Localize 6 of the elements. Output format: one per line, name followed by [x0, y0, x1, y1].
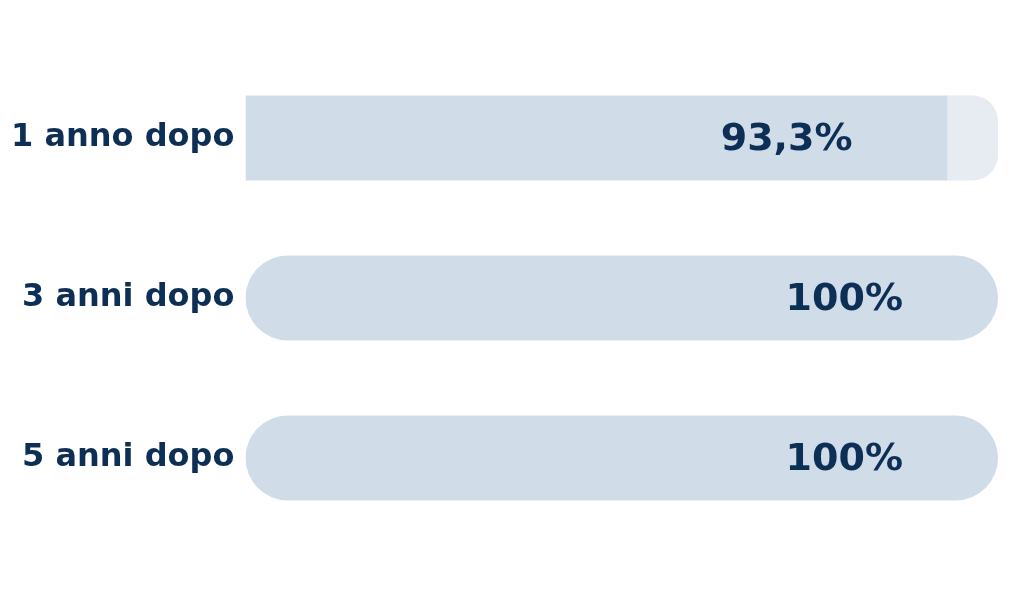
data-label: 100%	[785, 274, 903, 319]
y-tick-label: 5 anni dopo	[22, 436, 235, 475]
y-tick-label: 1 anno dopo	[11, 116, 235, 155]
y-tick-label: 3 anni dopo	[22, 276, 235, 315]
data-label: 100%	[785, 434, 903, 479]
data-label: 93,3%	[720, 114, 853, 159]
